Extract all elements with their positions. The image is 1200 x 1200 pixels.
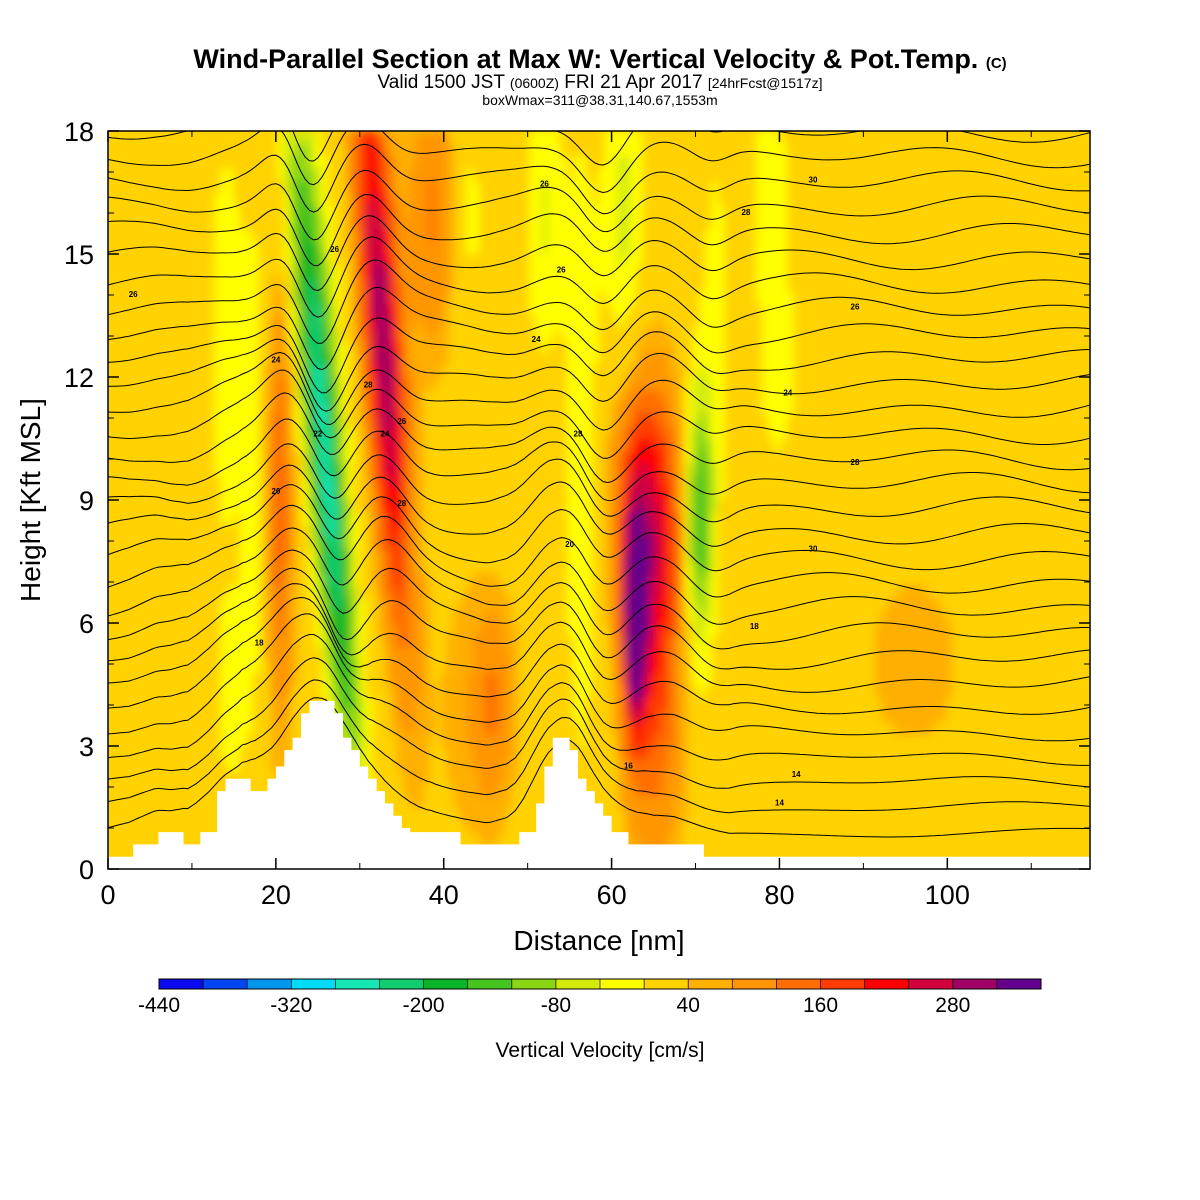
colorbar-swatch — [644, 979, 689, 989]
y-tick-label: 18 — [64, 117, 94, 147]
y-tick-label: 0 — [79, 855, 94, 885]
colorbar-tick-label: -440 — [138, 994, 180, 1017]
contour-label: 16 — [624, 762, 633, 771]
x-tick-label: 80 — [764, 880, 794, 910]
contour-label: 26 — [851, 302, 860, 311]
colorbar-tick-label: 280 — [935, 994, 970, 1017]
x-tick-label: 20 — [261, 880, 291, 910]
colorbar-swatch — [247, 979, 292, 989]
colorbar-swatch — [467, 979, 513, 989]
colorbar-swatch — [379, 979, 425, 989]
colorbar-swatch — [732, 979, 777, 989]
contour-label: 26 — [540, 179, 549, 188]
contour-label: 20 — [565, 540, 574, 549]
title-main: Wind-Parallel Section at Max W: Vertical… — [193, 44, 979, 74]
contour-label: 18 — [255, 639, 264, 648]
potential-temperature-contours — [108, 131, 1090, 838]
forecast-info: [24hrFcst@1517z] — [707, 75, 823, 91]
colorbar-tick-label: 40 — [677, 994, 700, 1017]
contour-labels: 26 26 26 26 28 30 26 24 24 24 28 22 24 26 28 28 20 28 20 30… — [129, 175, 860, 807]
title-copyright-mark: (C) — [985, 55, 1007, 72]
contour-label: 28 — [851, 458, 860, 467]
colorbar-swatch — [203, 979, 248, 989]
y-tick-label: 12 — [64, 363, 94, 393]
valid-date: FRI 21 Apr 2017 — [564, 72, 703, 93]
contour-label: 26 — [330, 245, 339, 254]
contour-label: 26 — [129, 290, 138, 299]
colorbar-tick-label: -80 — [541, 994, 571, 1017]
colorbar-swatch — [820, 979, 866, 989]
contour-label: 26 — [557, 266, 566, 275]
colorbar-swatch — [159, 979, 204, 989]
colorbar-swatch — [291, 979, 336, 989]
x-tick-label: 60 — [597, 880, 627, 910]
contour-label: 22 — [313, 430, 322, 439]
contour-label: 28 — [574, 430, 583, 439]
y-tick-label: 6 — [79, 609, 94, 639]
colorbar-swatch — [423, 979, 469, 989]
y-tick-label: 15 — [64, 240, 94, 270]
vertical-velocity-field — [201, 131, 952, 869]
y-tick-label: 9 — [79, 486, 94, 516]
chart-valid-line: Valid 1500 JST (0600Z) FRI 21 Apr 2017 [… — [0, 72, 1200, 94]
colorbar-swatch — [600, 979, 645, 989]
colorbar-swatch — [996, 979, 1042, 989]
contour-label: 24 — [532, 335, 541, 344]
terrain — [108, 700, 1090, 869]
x-tick-label: 0 — [100, 880, 115, 910]
contour-label: 30 — [809, 175, 818, 184]
colorbar-label: Vertical Velocity [cm/s] — [496, 1039, 705, 1062]
valid-time-utc: (0600Z) — [509, 75, 559, 91]
colorbar-swatch — [688, 979, 733, 989]
colorbar-swatch — [908, 979, 954, 989]
contour-label: 28 — [364, 380, 373, 389]
y-tick-label: 3 — [79, 732, 94, 762]
colorbar-tick-label: -320 — [270, 994, 312, 1017]
contour-label: 26 — [397, 417, 406, 426]
box-wmax-info: boxWmax=311@38.31,140.67,1553m — [482, 92, 718, 108]
x-axis-label: Distance [nm] — [513, 925, 684, 956]
colorbar-swatch — [776, 979, 821, 989]
colorbar-swatch — [555, 979, 601, 989]
axis-ticks: 0 20 40 60 80 100 0 3 6 9 12 15 18 — [64, 117, 1090, 910]
contour-label: 18 — [750, 622, 759, 631]
colorbar-tick-label: 160 — [803, 994, 838, 1017]
contour-label: 14 — [775, 799, 784, 808]
colorbar-tick-label: -200 — [403, 994, 445, 1017]
valid-time: Valid 1500 JST — [377, 72, 505, 93]
contour-label: 24 — [381, 430, 390, 439]
colorbar-swatch — [864, 979, 910, 989]
colorbar: -440 -320 -200 -80 40 160 280 — [138, 978, 1042, 1017]
x-tick-label: 100 — [925, 880, 970, 910]
x-tick-label: 40 — [429, 880, 459, 910]
contour-label: 20 — [271, 487, 280, 496]
contour-label: 24 — [271, 356, 280, 365]
chart-title: Wind-Parallel Section at Max W: Vertical… — [0, 44, 1200, 75]
colorbar-swatch — [335, 979, 380, 989]
colorbar-swatch — [511, 979, 557, 989]
contour-label: 30 — [809, 544, 818, 553]
y-axis-label: Height [Kft MSL] — [15, 398, 46, 602]
contour-label: 28 — [741, 208, 750, 217]
contour-label: 24 — [783, 389, 792, 398]
colorbar-swatch — [952, 979, 998, 989]
contour-label: 28 — [397, 499, 406, 508]
contour-label: 14 — [792, 770, 801, 779]
